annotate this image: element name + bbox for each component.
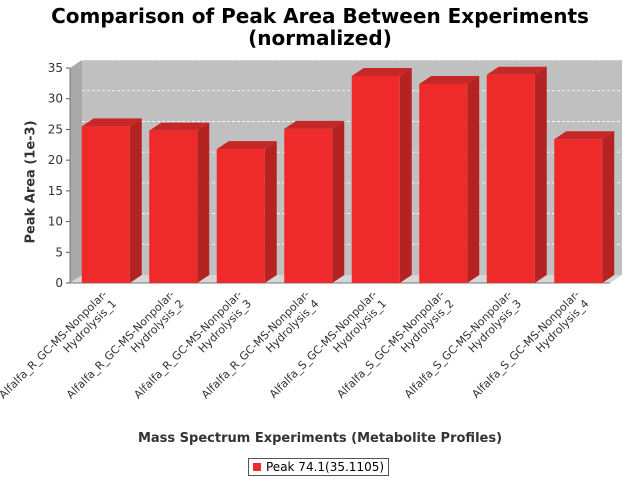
- x-axis-label: Mass Spectrum Experiments (Metabolite Pr…: [137, 431, 503, 446]
- y-tick-label: 35: [48, 61, 63, 75]
- plot-left-wall: [70, 60, 82, 283]
- y-tick-label: 30: [48, 92, 63, 106]
- bar-top: [351, 67, 412, 76]
- plot-floor: [70, 275, 622, 283]
- y-axis-label: Peak Area (1e-3): [23, 120, 39, 244]
- bar: [419, 75, 480, 283]
- x-tick-label: Alfalfa_R_GC-MS-Nonpolar-Hydrolysis_1: [0, 288, 119, 411]
- y-tick-label: 25: [48, 122, 63, 136]
- bar: [149, 122, 210, 284]
- chart-title-line-2: (normalized): [248, 26, 392, 50]
- bar-top: [486, 66, 547, 75]
- bar-top: [419, 75, 480, 84]
- legend-swatch: [253, 463, 261, 471]
- legend-label: Peak 74.1(35.1105): [266, 460, 385, 474]
- bar: [81, 118, 142, 283]
- y-tick-label: 15: [48, 184, 63, 198]
- bar-top: [149, 122, 210, 131]
- y-tick-label: 20: [48, 153, 63, 167]
- bar: [486, 66, 547, 283]
- bar-side: [534, 66, 547, 283]
- bar-top: [216, 141, 277, 150]
- bar-front: [81, 126, 130, 283]
- legend: Peak 74.1(35.1105): [248, 458, 389, 476]
- bar-side: [264, 141, 277, 283]
- y-tick-label: 5: [55, 245, 63, 259]
- bar-front: [216, 149, 265, 283]
- bar-front: [486, 74, 535, 283]
- bar-side: [197, 122, 210, 284]
- bar-front: [149, 130, 198, 283]
- bar: [554, 131, 615, 283]
- bar-side: [332, 120, 345, 283]
- y-tick-label: 10: [48, 215, 63, 229]
- bar-top: [81, 118, 142, 127]
- bar: [284, 120, 345, 283]
- bar-front: [284, 128, 333, 283]
- bar-top: [284, 120, 345, 129]
- bar-side: [129, 118, 142, 283]
- bar: [216, 141, 277, 283]
- bar-front: [351, 75, 400, 283]
- bar: [351, 67, 412, 283]
- bar-side: [467, 75, 480, 283]
- bar-top: [554, 131, 615, 140]
- chart-title-line-1: Comparison of Peak Area Between Experime…: [51, 4, 589, 28]
- bar-front: [419, 83, 468, 283]
- bar-side: [399, 67, 412, 283]
- bar-side: [602, 131, 615, 283]
- bar-front: [554, 139, 603, 283]
- y-tick-label: 0: [55, 276, 63, 290]
